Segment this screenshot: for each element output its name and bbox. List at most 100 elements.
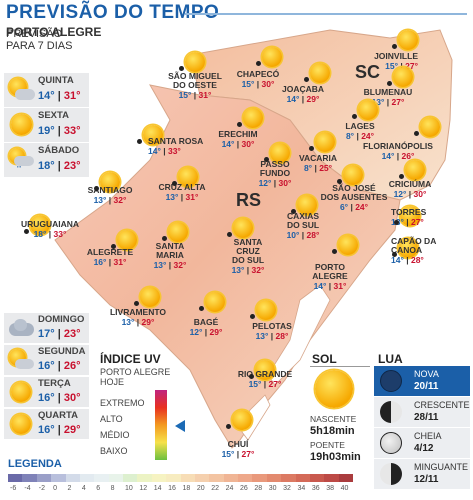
legend-tick: -4 [24,485,31,492]
city-max: 27° [268,379,282,389]
legend-swatch [309,474,325,482]
city-dot [291,209,296,214]
city-weather-icon [143,125,163,145]
moon-phase-row: NOVA 20/11 [374,366,470,396]
city-min: 14° [391,255,404,265]
legend-swatch [166,474,181,482]
city-max: 28° [275,331,289,341]
city-temps: 15° | 27° [221,449,255,459]
sunset-time: 19h03min [310,451,361,463]
city-temps: 6° | 24° [339,202,369,212]
legend-tick: 28 [254,485,263,492]
city-max: 30° [413,189,427,199]
day-name: QUARTA [38,410,78,421]
city-name: SANTA CRUZ DO SUL [231,237,265,265]
sun-title: SOL [312,352,337,366]
city-name: CRICIÚMA [388,179,432,189]
city-weather-icon [262,47,282,67]
sun-icon [7,381,35,403]
legend-swatch [36,474,52,482]
city-dot [199,306,204,311]
city-max: 28° [306,230,320,240]
rain-icon: ''' [7,148,35,173]
legend-tick: 18 [182,485,191,492]
city-max: 29° [306,94,320,104]
city-temps: 15° | 27° [248,379,282,389]
legend-tick: 16 [168,485,176,492]
city-temps: 12° | 30° [393,189,427,199]
legend-tick: 36 [311,485,320,492]
city-name: JOAÇABA [281,84,325,94]
city-temps: 13° | 27° [371,97,405,107]
city-weather-icon [140,287,160,307]
city-weather-icon [255,360,275,380]
legend-swatch [338,474,353,482]
day-max: 30° [63,392,81,404]
legend-tick: 32 [283,485,291,492]
city-max: 32° [251,265,265,275]
city-max: 32° [113,195,127,205]
legend-swatch [65,474,80,482]
city-dot [399,174,404,179]
city-min: 14° [381,151,395,161]
city-temps: 14° | 30° [221,139,255,149]
day-min: 17° [38,328,55,340]
city-dot [24,229,29,234]
legend-tick: 24 [225,485,234,492]
city-name: CAXIAS DO SUL [286,211,320,230]
legend-tick: 4 [81,485,86,492]
city-temps: 15° | 27° [385,61,418,71]
city-dot [256,61,261,66]
legend-tick: 10 [125,485,133,492]
city-dot [227,232,232,237]
city-max: 27° [405,61,418,71]
city-dot [172,181,177,186]
legend-tick: 12 [139,485,148,492]
forecast-day: QUINTA 14° | 31° [4,73,89,107]
legend-tick: 2 [67,485,72,492]
legend-swatch [94,474,109,482]
city-dot [392,252,397,257]
day-name: SEXTA [38,110,69,121]
city-min: 15° [221,449,235,459]
city-min: 15° [241,79,255,89]
city-temps: 14° | 29° [286,94,320,104]
city-temps: 14° | 33° [148,146,181,156]
waxing-moon-icon [380,401,402,423]
uv-level-label: BAIXO [100,446,128,456]
legend-swatch [238,474,253,482]
city-name: PORTO ALEGRE [312,262,348,281]
city-max: 31° [198,90,212,100]
city-dot [309,146,314,151]
city-name: FLORIANÓPOLIS [363,141,433,151]
sun-icon [7,113,35,137]
state-label-sc: SC [355,62,381,82]
city-min: 15° [178,90,192,100]
city-min: 14° [148,146,161,156]
day-max: 33° [63,125,81,137]
forecast-day: QUARTA 16° | 29° [4,409,89,439]
city-max: 27° [410,217,424,227]
city-max: 28° [410,255,424,265]
city-dot [249,374,254,379]
city-max: 29° [141,317,155,327]
legend-swatch [180,474,195,482]
uv-level-label: MÉDIO [100,430,130,440]
moon-phase-name: MINGUANTE [414,462,468,472]
city-name: LAGES [345,121,375,131]
legend-tick: -2 [38,485,45,492]
legend-tick: 8 [110,485,115,492]
sunrise-time: 5h18min [310,425,355,437]
city-min: 13° [153,260,167,270]
moon-phase-name: CHEIA [414,431,442,441]
title-rule [185,13,467,15]
city-min: 8° [345,131,355,141]
legend-tick: 38 [326,485,335,492]
uv-subtitle-city: PORTO ALEGRE [100,367,171,377]
city-weather-icon [398,238,418,258]
legend-swatch [223,474,238,482]
city-dot [250,314,255,319]
moon-title: LUA [378,352,403,366]
city-min: 16° [93,257,107,267]
